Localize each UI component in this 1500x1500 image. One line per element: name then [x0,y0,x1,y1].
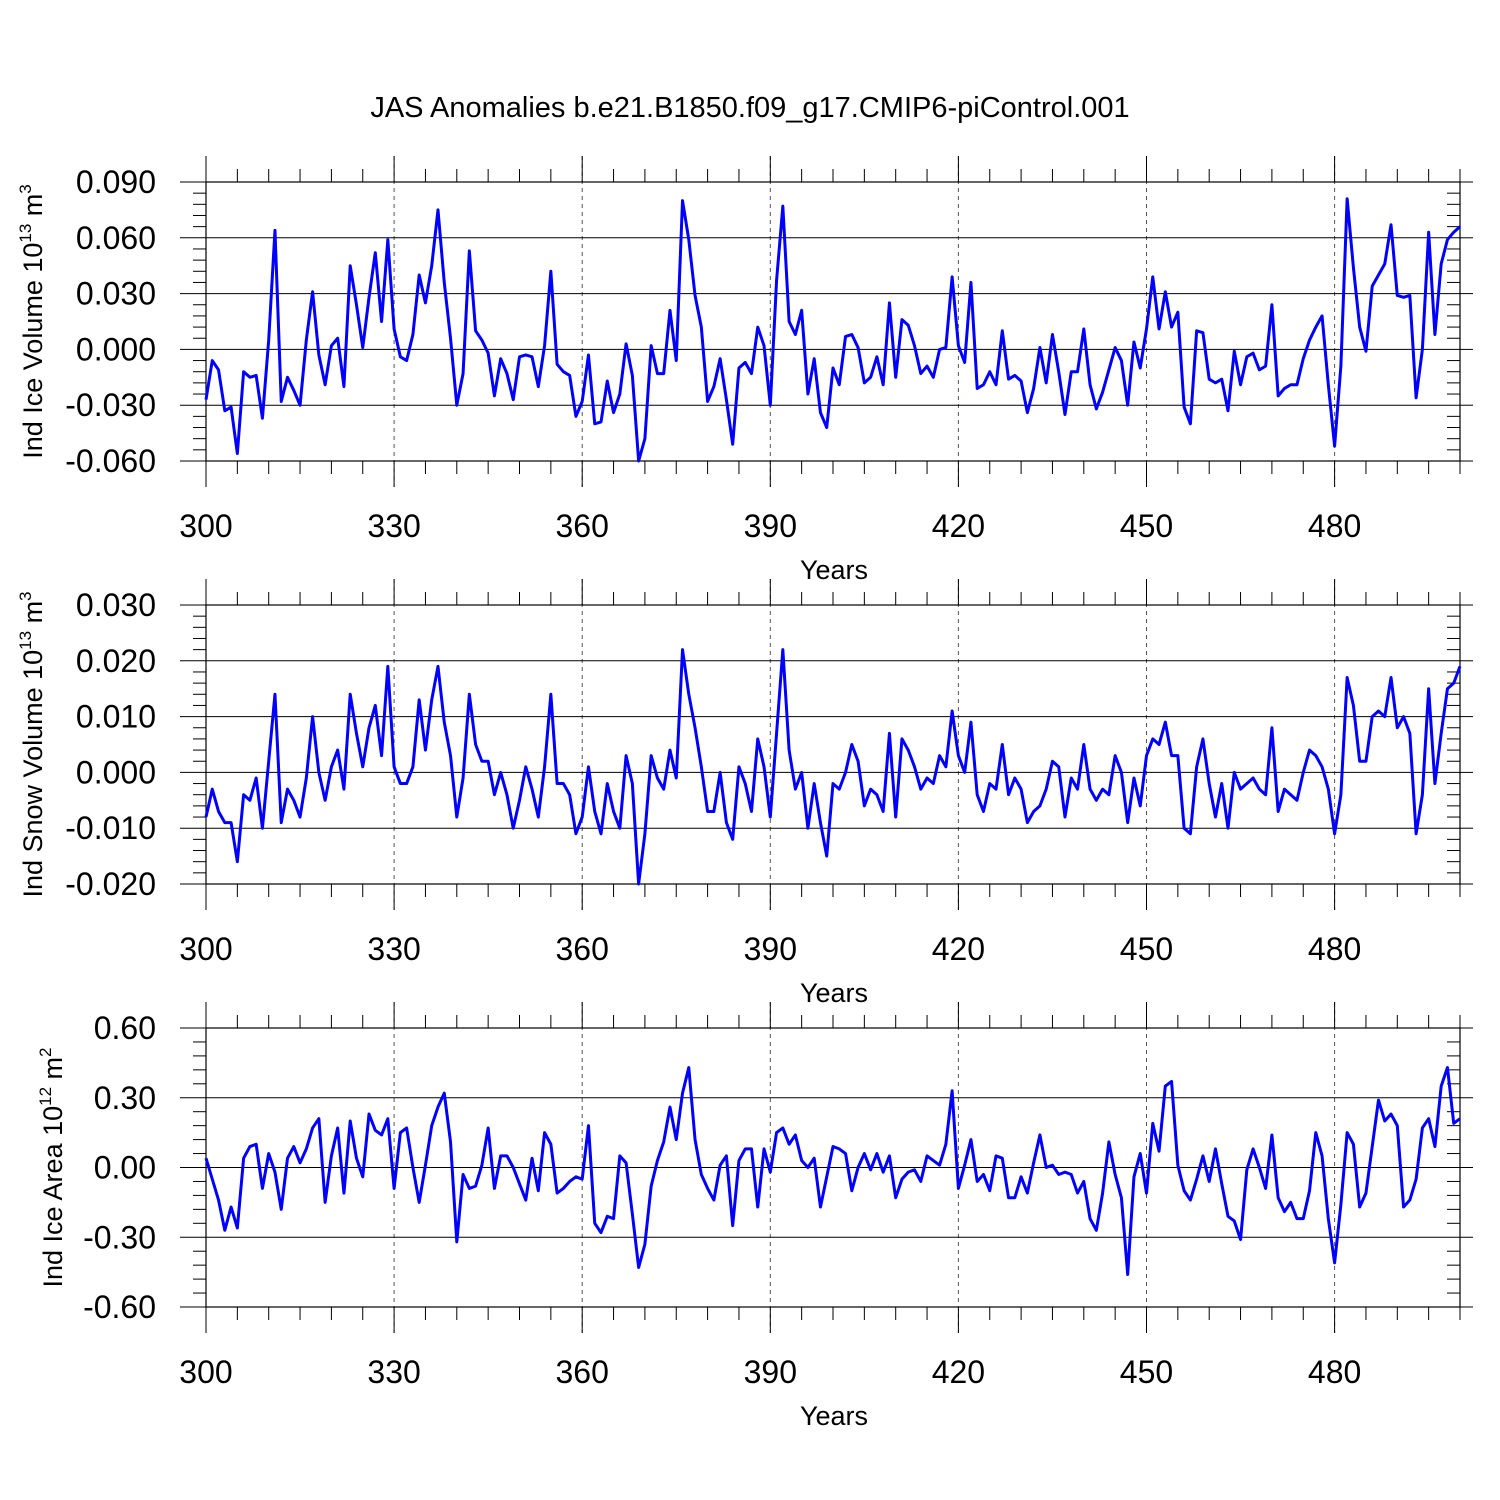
y-tick-label: 0.000 [76,754,156,790]
panel-3: 300 330 360 390 420 450 480 -0.60 -0.30 0.00 0.30 0… [36,1002,1473,1431]
y-axis-label-ylabel-exp: 13 [16,631,35,650]
series-line-3 [204,1066,1461,1276]
x-tick-label: 360 [556,931,609,967]
y-axis-label-ylabel-unit: m [18,194,48,224]
y-tick-label: 0.00 [94,1150,156,1186]
y-tick-label: -0.020 [65,866,156,902]
y-tick-label: 0.000 [76,331,156,367]
y-tick-label: -0.60 [83,1289,156,1325]
x-tick-label: 420 [932,508,985,544]
y-axis-label: Ind Ice Volume 1013 m3 [16,184,48,459]
y-axis-label-ylabel-unit-exp: 3 [16,591,35,600]
y-tick-label: -0.010 [65,810,156,846]
x-tick-label: 450 [1120,508,1173,544]
x-tick-label: 390 [744,1354,797,1390]
x-axis-label: Years [800,1401,868,1431]
y-axis-label-ylabel-unit-exp: 3 [16,184,35,193]
x-tick-label: 390 [744,931,797,967]
x-tick-label: 330 [367,508,420,544]
y-axis-label-ylabel-text: Ind Snow Volume 10 [18,650,48,898]
x-tick-label: 420 [932,931,985,967]
x-tick-label: 330 [367,1354,420,1390]
y-tick-label: 0.020 [76,643,156,679]
x-tick-label: 300 [179,931,232,967]
y-axis-label-ylabel-exp: 13 [16,224,35,243]
series-line-2 [204,648,1462,886]
y-tick-label: -0.060 [65,443,156,479]
x-tick-label: 450 [1120,931,1173,967]
y-axis-label: Ind Snow Volume 1013 m3 [16,591,48,897]
x-tick-label: 360 [556,1354,609,1390]
x-axis-label: Years [800,978,868,1008]
y-axis-label-ylabel-exp: 12 [36,1087,55,1106]
y-tick-label: 0.090 [76,164,156,200]
y-tick-label: 0.030 [76,276,156,312]
x-tick-label: 480 [1308,508,1361,544]
y-tick-label: -0.030 [65,387,156,423]
x-tick-label: 300 [179,1354,232,1390]
x-tick-label: 480 [1308,931,1361,967]
y-tick-label: 0.60 [94,1010,156,1046]
panel-1: 300 330 360 390 420 450 480 -0.060 -0.030 0.000 0.… [16,156,1473,585]
y-tick-label: -0.30 [83,1219,156,1255]
x-tick-label: 450 [1120,1354,1173,1390]
x-tick-label: 330 [367,931,420,967]
y-axis-label-ylabel-unit: m [38,1057,68,1087]
y-tick-label: 0.060 [76,220,156,256]
y-tick-label: 0.010 [76,699,156,735]
y-axis-label-ylabel-unit: m [18,601,48,631]
x-tick-label: 360 [556,508,609,544]
x-axis-label: Years [800,555,868,585]
panel-2: 300 330 360 390 420 450 480 -0.020 -0.010 0.000 0.… [16,579,1473,1008]
x-tick-label: 300 [179,508,232,544]
y-tick-label: 0.30 [94,1080,156,1116]
y-axis-label-ylabel-text: Ind Ice Volume 10 [18,243,48,459]
series-line-1 [204,197,1461,463]
x-tick-label: 480 [1308,1354,1361,1390]
y-axis-label: Ind Ice Area 1012 m2 [36,1047,68,1287]
figure-title: JAS Anomalies b.e21.B1850.f09_g17.CMIP6-… [370,92,1130,124]
y-axis-label-ylabel-unit-exp: 2 [36,1047,55,1056]
y-tick-label: 0.030 [76,587,156,623]
x-tick-label: 420 [932,1354,985,1390]
y-axis-label-ylabel-text: Ind Ice Area 10 [38,1106,68,1288]
x-tick-label: 390 [744,508,797,544]
